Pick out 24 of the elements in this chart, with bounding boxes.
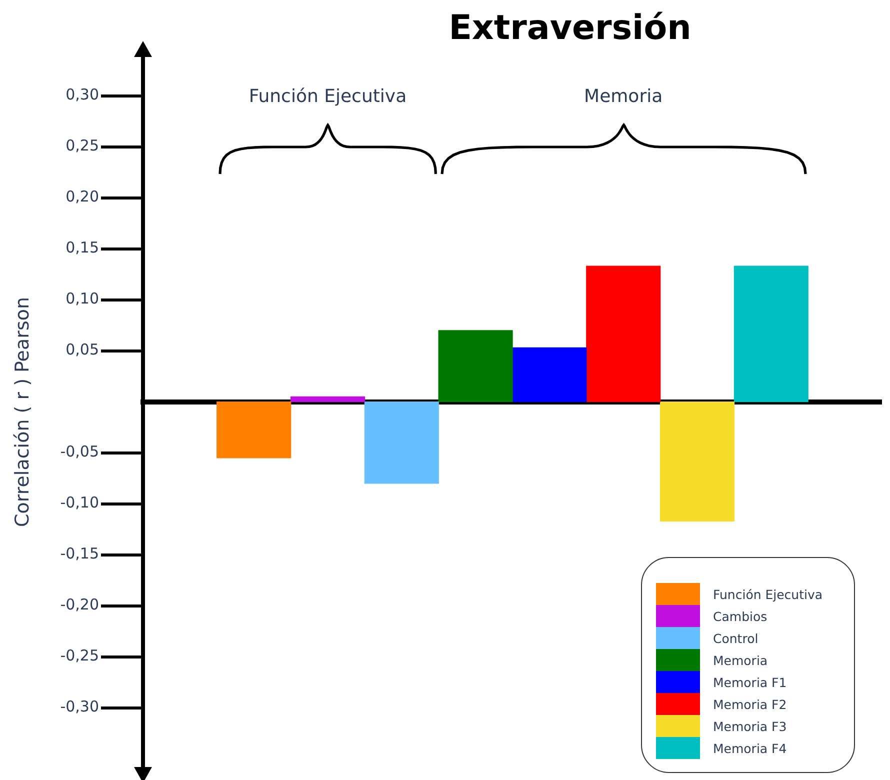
y-tick-label: -0,05 bbox=[60, 442, 99, 461]
y-tick-label: -0,20 bbox=[60, 596, 99, 614]
y-tick-label: -0,15 bbox=[60, 544, 99, 563]
y-tick-label: -0,30 bbox=[60, 698, 99, 716]
y-tick-label: 0,10 bbox=[66, 290, 99, 308]
y-tick-label: -0,25 bbox=[60, 646, 99, 665]
y-tick-label: 0,20 bbox=[66, 188, 99, 206]
chart-title: Extraversión bbox=[448, 8, 692, 48]
annotation: Función Ejecutiva bbox=[248, 86, 408, 107]
legend-label: Memoria F3 bbox=[713, 718, 787, 734]
y-tick-label: 0,25 bbox=[66, 136, 99, 155]
legend-label: Memoria bbox=[713, 652, 768, 668]
legend-label: Función Ejecutiva bbox=[713, 586, 823, 602]
y-tick-label: 0,05 bbox=[66, 340, 99, 359]
annotation: Memoria bbox=[583, 86, 664, 107]
y-tick-label: -0,10 bbox=[60, 494, 99, 512]
legend-label: Memoria F1 bbox=[713, 674, 787, 690]
legend-label: Memoria F2 bbox=[713, 696, 787, 712]
legend-label: Memoria F4 bbox=[713, 740, 787, 756]
y-tick-label: 0,30 bbox=[66, 86, 99, 104]
legend-label: Cambios bbox=[713, 608, 768, 624]
legend-label: Control bbox=[713, 630, 758, 646]
y-tick-label: 0,15 bbox=[66, 238, 99, 257]
y-axis-title: Correlación ( r ) Pearson bbox=[11, 296, 34, 528]
